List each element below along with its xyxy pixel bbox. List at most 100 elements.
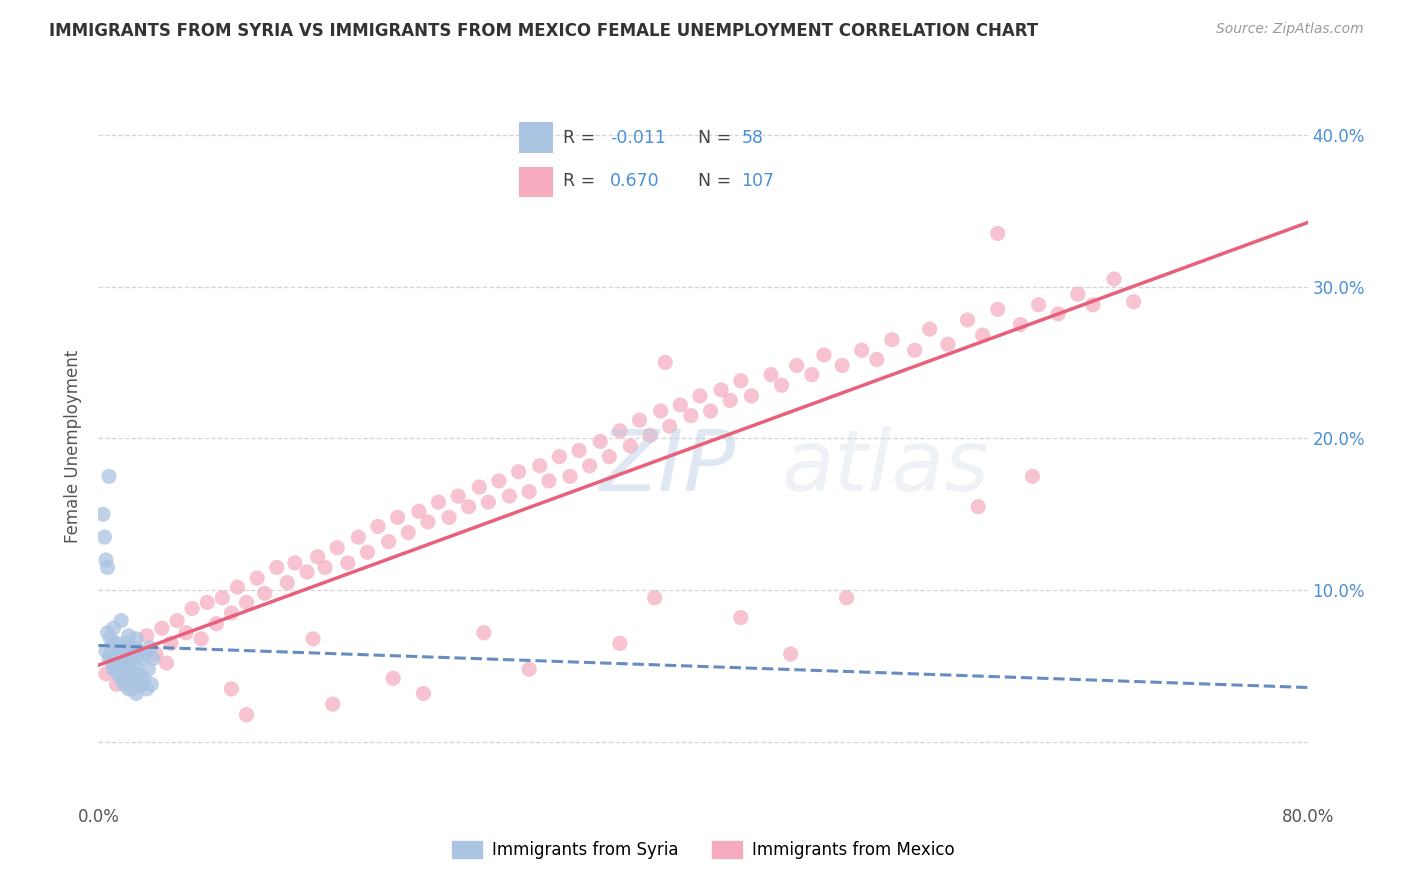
Point xyxy=(135,681,157,696)
Point xyxy=(1028,298,1050,312)
Point xyxy=(125,686,148,700)
Point xyxy=(129,677,152,691)
Point xyxy=(111,666,134,681)
Point xyxy=(1021,469,1043,483)
Point xyxy=(1010,318,1032,332)
Point xyxy=(110,647,132,661)
Point xyxy=(112,656,135,670)
Point xyxy=(387,510,409,524)
Point xyxy=(730,610,752,624)
Point xyxy=(800,368,823,382)
Point xyxy=(114,651,136,665)
Point xyxy=(125,640,148,655)
Point xyxy=(110,614,132,628)
Point xyxy=(689,389,711,403)
Point xyxy=(987,302,1010,317)
Point xyxy=(918,322,941,336)
Point xyxy=(598,450,620,464)
Point xyxy=(936,337,959,351)
Point xyxy=(408,504,430,518)
Point xyxy=(472,625,495,640)
Point xyxy=(114,651,136,665)
Text: 58: 58 xyxy=(741,128,763,147)
Text: N =: N = xyxy=(697,128,731,147)
Point xyxy=(396,525,419,540)
Point xyxy=(416,515,439,529)
Point xyxy=(266,560,288,574)
Point xyxy=(447,489,470,503)
Point xyxy=(253,586,276,600)
Point xyxy=(131,651,153,665)
Point xyxy=(136,662,159,676)
Text: N =: N = xyxy=(697,172,731,190)
Point xyxy=(468,480,491,494)
Point xyxy=(628,413,651,427)
Point xyxy=(108,662,131,676)
Point xyxy=(246,571,269,585)
Point xyxy=(382,671,405,685)
Point xyxy=(276,575,298,590)
Point xyxy=(235,595,257,609)
Point xyxy=(129,677,152,691)
Point xyxy=(94,553,117,567)
Point xyxy=(100,647,122,661)
Point xyxy=(93,530,115,544)
Point xyxy=(326,541,349,555)
Point xyxy=(226,580,249,594)
Text: Source: ZipAtlas.com: Source: ZipAtlas.com xyxy=(1216,22,1364,37)
Point xyxy=(956,313,979,327)
Point xyxy=(221,681,243,696)
Point xyxy=(98,651,121,665)
Point xyxy=(121,677,143,691)
Point xyxy=(589,434,612,449)
Point xyxy=(107,666,129,681)
Point xyxy=(94,666,117,681)
Point xyxy=(127,647,149,661)
Point xyxy=(115,671,138,685)
Point xyxy=(488,474,510,488)
Point xyxy=(508,465,530,479)
Point xyxy=(851,343,873,358)
FancyBboxPatch shape xyxy=(519,167,553,197)
Point xyxy=(103,636,125,650)
Point xyxy=(347,530,370,544)
Point xyxy=(205,616,228,631)
Point xyxy=(1102,272,1125,286)
Point xyxy=(477,495,499,509)
Point xyxy=(537,474,560,488)
Text: R =: R = xyxy=(564,128,602,147)
Point xyxy=(904,343,927,358)
Point xyxy=(112,677,135,691)
Point xyxy=(558,469,581,483)
Point xyxy=(96,625,118,640)
Point xyxy=(302,632,325,646)
Legend: Immigrants from Syria, Immigrants from Mexico: Immigrants from Syria, Immigrants from M… xyxy=(446,834,960,866)
Point xyxy=(121,651,143,665)
Point xyxy=(135,629,157,643)
Point xyxy=(654,355,676,369)
Point xyxy=(104,659,127,673)
Point xyxy=(142,651,165,665)
Point xyxy=(221,606,243,620)
Point xyxy=(699,404,721,418)
Point xyxy=(145,647,167,661)
Point xyxy=(103,662,125,676)
Point xyxy=(314,560,336,574)
Point xyxy=(835,591,858,605)
Point xyxy=(111,656,134,670)
Point xyxy=(132,671,155,685)
Point xyxy=(638,428,661,442)
Point xyxy=(105,651,128,665)
Point xyxy=(770,378,793,392)
Point xyxy=(517,662,540,676)
Point xyxy=(967,500,990,514)
Point xyxy=(831,359,853,373)
Point xyxy=(150,621,173,635)
Point xyxy=(650,404,672,418)
Point xyxy=(110,671,132,685)
Point xyxy=(609,424,631,438)
Point xyxy=(1081,298,1104,312)
Point xyxy=(211,591,233,605)
Text: IMMIGRANTS FROM SYRIA VS IMMIGRANTS FROM MEXICO FEMALE UNEMPLOYMENT CORRELATION : IMMIGRANTS FROM SYRIA VS IMMIGRANTS FROM… xyxy=(49,22,1039,40)
Point xyxy=(181,601,204,615)
